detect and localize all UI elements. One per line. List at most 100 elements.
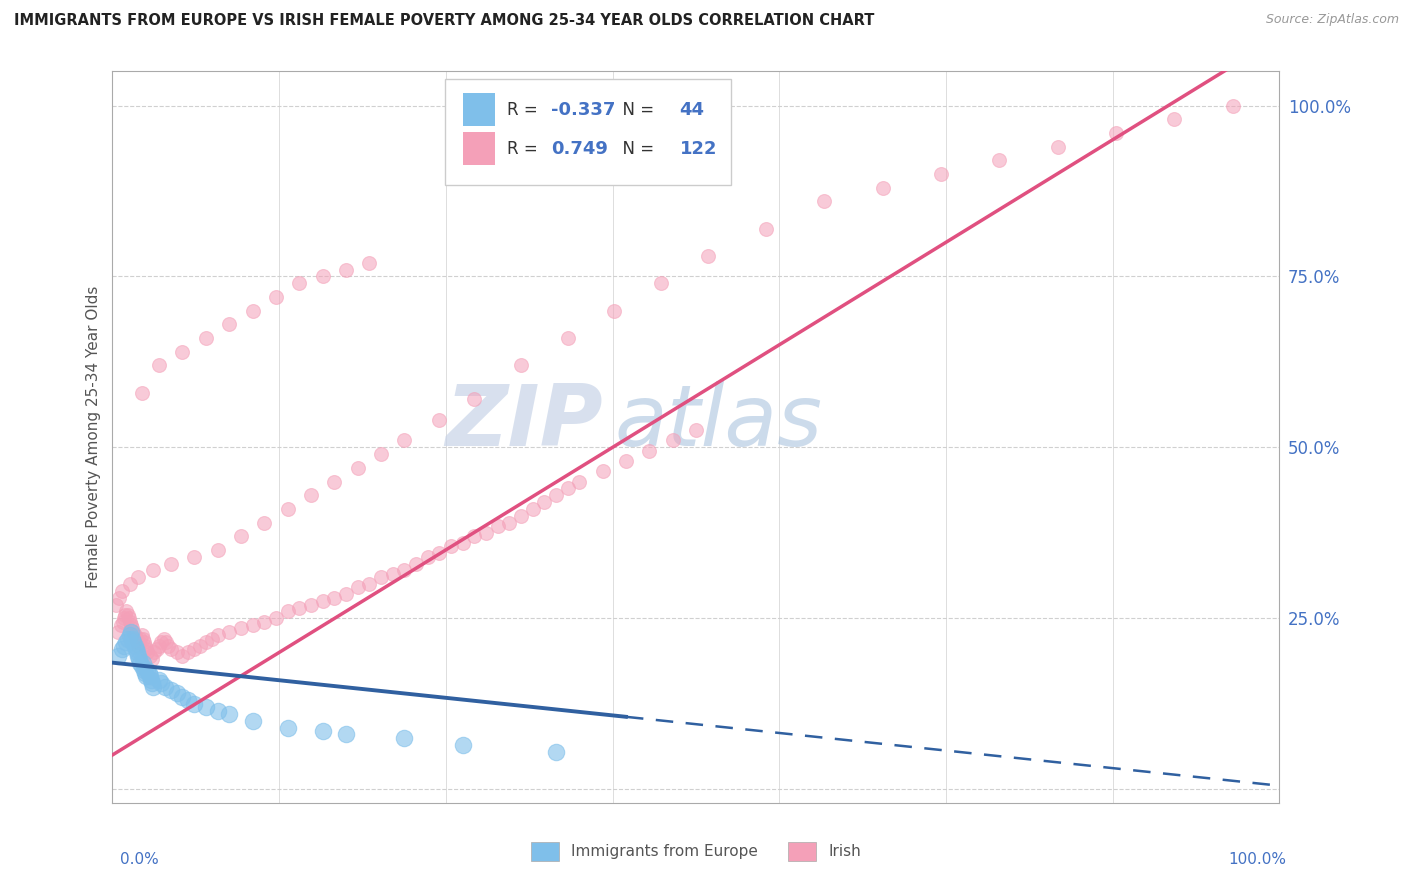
Point (139, 673, 162, 687)
Text: 44: 44 (679, 101, 704, 119)
Point (138, 665, 160, 680)
Point (129, 632, 152, 646)
Point (148, 639, 170, 653)
Point (603, 303, 626, 318)
Point (557, 481, 579, 495)
Point (127, 570, 149, 584)
Point (194, 700, 217, 714)
Point (135, 669, 157, 683)
Point (544, 745, 567, 759)
Point (201, 632, 224, 646)
Point (183, 642, 205, 657)
Point (253, 615, 276, 629)
Point (207, 628, 229, 642)
Text: R =: R = (508, 101, 543, 119)
Point (242, 618, 264, 632)
Point (139, 669, 162, 683)
Point (118, 611, 141, 625)
Point (160, 642, 183, 657)
Point (129, 656, 152, 670)
Point (335, 587, 357, 601)
Point (146, 642, 169, 657)
Point (107, 624, 129, 639)
Point (143, 645, 166, 659)
Point (509, 359, 531, 373)
Text: 0.0%: 0.0% (120, 852, 159, 867)
Point (118, 577, 141, 591)
Point (115, 635, 138, 649)
Legend: Immigrants from Europe, Irish: Immigrants from Europe, Irish (523, 834, 869, 868)
Point (346, 460, 368, 475)
Point (335, 727, 357, 741)
Point (134, 665, 156, 680)
Point (142, 680, 165, 694)
Point (121, 632, 143, 646)
Point (242, 714, 264, 728)
Point (335, 262, 357, 277)
Text: 100.0%: 100.0% (1229, 852, 1286, 867)
Text: IMMIGRANTS FROM EUROPE VS IRISH FEMALE POVERTY AMONG 25-34 YEAR OLDS CORRELATION: IMMIGRANTS FROM EUROPE VS IRISH FEMALE P… (14, 13, 875, 29)
Point (229, 529, 252, 543)
Point (475, 525, 498, 540)
Point (463, 529, 485, 543)
Point (172, 344, 194, 359)
Point (440, 540, 463, 554)
Text: N =: N = (612, 101, 659, 119)
Point (122, 624, 145, 639)
Point (288, 277, 311, 291)
Point (1222, 98, 1244, 112)
Text: 0.749: 0.749 (551, 139, 609, 158)
Point (929, 167, 952, 181)
Point (160, 557, 183, 571)
Point (661, 434, 683, 448)
Point (148, 359, 170, 373)
Point (381, 566, 404, 581)
Point (132, 663, 155, 677)
Point (218, 624, 240, 639)
Point (463, 392, 485, 407)
Point (122, 635, 145, 649)
Point (177, 645, 200, 659)
Point (141, 676, 163, 690)
Point (872, 180, 894, 194)
Point (132, 656, 155, 670)
Point (166, 645, 188, 659)
Point (359, 256, 381, 270)
Point (136, 663, 159, 677)
Point (112, 611, 135, 625)
Point (157, 639, 180, 653)
Point (264, 611, 287, 625)
Point (218, 706, 240, 721)
Point (323, 591, 346, 605)
Text: N =: N = (612, 139, 659, 158)
Point (427, 413, 450, 427)
Point (988, 153, 1011, 168)
Point (111, 583, 134, 598)
Point (207, 704, 229, 718)
Point (125, 632, 148, 646)
Point (127, 639, 149, 653)
Point (153, 632, 176, 646)
Point (104, 598, 127, 612)
Point (128, 635, 150, 649)
Point (696, 249, 718, 263)
Point (592, 464, 614, 478)
Text: ZIP: ZIP (444, 381, 603, 464)
Point (276, 501, 298, 516)
Point (253, 516, 276, 530)
Point (114, 607, 136, 622)
Point (172, 690, 194, 704)
Point (359, 577, 381, 591)
Point (451, 536, 474, 550)
Point (394, 563, 416, 577)
Point (121, 622, 143, 636)
Point (509, 508, 531, 523)
Point (153, 680, 176, 694)
Text: -0.337: -0.337 (551, 101, 616, 119)
Point (614, 454, 637, 468)
Point (125, 635, 148, 649)
Point (229, 622, 252, 636)
Point (107, 648, 129, 663)
Point (451, 738, 474, 752)
Point (125, 642, 148, 657)
